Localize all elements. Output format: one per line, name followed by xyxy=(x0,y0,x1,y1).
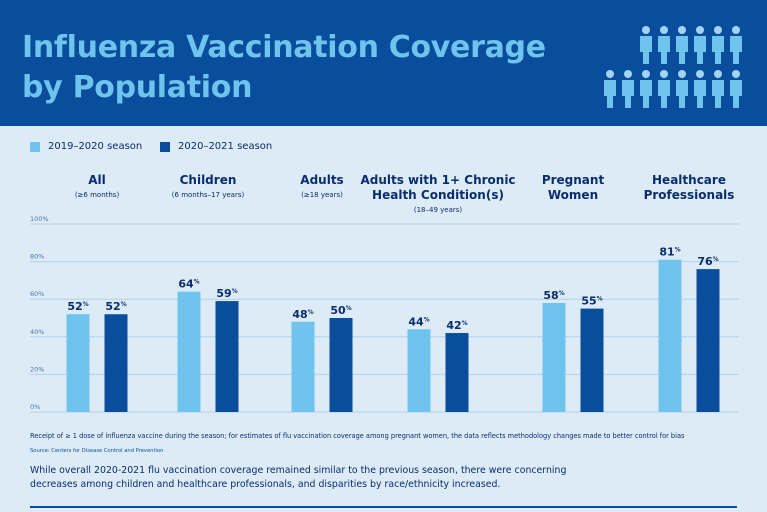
legend-swatch-2019 xyxy=(30,141,40,152)
person-icon xyxy=(730,70,742,108)
legend-label-2020: 2020–2021 season xyxy=(178,141,273,152)
group-header-chronic: Adults with 1+ Chronic Health Condition(… xyxy=(353,173,523,216)
group-header-healthcare: Healthcare Professionals xyxy=(604,173,767,203)
y-tick-label: 0% xyxy=(30,403,40,411)
bar xyxy=(329,318,353,412)
group-name: Healthcare xyxy=(652,173,726,187)
bar xyxy=(580,308,604,412)
group-header-all: All (≥6 months) xyxy=(12,173,182,201)
bar-value-label: 50% xyxy=(330,304,351,317)
legend-swatch-2020 xyxy=(160,141,170,152)
person-icon xyxy=(712,26,724,64)
person-icon xyxy=(730,26,742,64)
person-icon xyxy=(694,70,706,108)
bar xyxy=(104,314,128,412)
group-subtitle: (6 months–17 years) xyxy=(171,191,245,199)
legend-item-2020: 2020–2021 season xyxy=(160,141,272,152)
group-name: Adults xyxy=(300,173,344,187)
group-name: Children xyxy=(179,173,237,187)
page-title: Influenza Vaccination Coverage by Populat… xyxy=(22,28,546,108)
title-line-1: Influenza Vaccination Coverage xyxy=(22,30,546,65)
person-icon xyxy=(658,26,670,64)
bar-value-label: 81% xyxy=(659,246,680,259)
person-icon xyxy=(604,70,616,108)
person-icon xyxy=(640,70,652,108)
person-icon xyxy=(640,26,652,64)
person-icon xyxy=(658,70,670,108)
bar-value-label: 42% xyxy=(446,319,467,332)
group-subtitle: (≥18 years) xyxy=(301,191,343,199)
bar-value-label: 76% xyxy=(697,255,718,268)
bar-value-label: 64% xyxy=(178,278,199,291)
bar-value-label: 48% xyxy=(292,308,313,321)
y-tick-label: 80% xyxy=(30,253,44,261)
group-name-line-2: Health Condition(s) xyxy=(372,188,504,202)
bar-value-label: 52% xyxy=(105,300,126,313)
person-icon xyxy=(676,70,688,108)
bar-value-label: 52% xyxy=(67,300,88,313)
bar xyxy=(658,259,682,412)
bar-chart: 0% 20% 40% 60% 80% 100% 52% 52% 64% 59% 48% 50% 44% 4… xyxy=(30,215,739,413)
title-line-2: by Population xyxy=(22,70,253,105)
bar xyxy=(542,302,566,412)
bar-value-label: 55% xyxy=(581,295,602,308)
group-name-line-2: Professionals xyxy=(643,188,735,202)
y-tick-label: 60% xyxy=(30,290,44,298)
source-note: Source: Centers for Disease Control and … xyxy=(30,448,164,454)
y-tick-label: 40% xyxy=(30,328,44,336)
legend-item-2019: 2019–2020 season xyxy=(30,141,142,152)
bar-value-label: 58% xyxy=(543,289,564,302)
person-icon xyxy=(694,26,706,64)
bar xyxy=(445,333,469,412)
person-icon xyxy=(622,70,634,108)
header-banner: Influenza Vaccination Coverage by Populat… xyxy=(0,0,767,126)
bottom-rule xyxy=(30,506,737,508)
y-tick-label: 100% xyxy=(30,215,49,223)
footnote: Receipt of ≥ 1 dose of influenza vaccine… xyxy=(30,432,685,440)
bar xyxy=(177,291,201,412)
group-subtitle: (18–49 years) xyxy=(413,206,463,214)
legend-label-2019: 2019–2020 season xyxy=(48,141,143,152)
group-header-adults: Adults (≥18 years) xyxy=(237,173,407,201)
group-header-children: Children (6 months–17 years) xyxy=(123,173,293,201)
bar-value-label: 59% xyxy=(216,287,237,300)
bar xyxy=(291,321,315,412)
group-subtitle: (≥6 months) xyxy=(74,191,120,199)
person-icon xyxy=(676,26,688,64)
group-name: All xyxy=(88,173,106,187)
bar xyxy=(407,329,431,412)
person-icon xyxy=(712,70,724,108)
group-name-line-2: Women xyxy=(547,188,599,202)
summary-text: While overall 2020-2021 flu vaccination … xyxy=(30,465,567,490)
bar-value-label: 44% xyxy=(408,315,429,328)
people-icons xyxy=(604,26,742,108)
group-name: Adults with 1+ Chronic xyxy=(360,173,516,187)
group-name: Pregnant xyxy=(541,173,605,187)
y-tick-label: 20% xyxy=(30,365,44,373)
bar xyxy=(66,314,90,412)
group-header-pregnant: Pregnant Women xyxy=(488,173,658,203)
bar xyxy=(215,301,239,412)
bar xyxy=(696,269,720,412)
